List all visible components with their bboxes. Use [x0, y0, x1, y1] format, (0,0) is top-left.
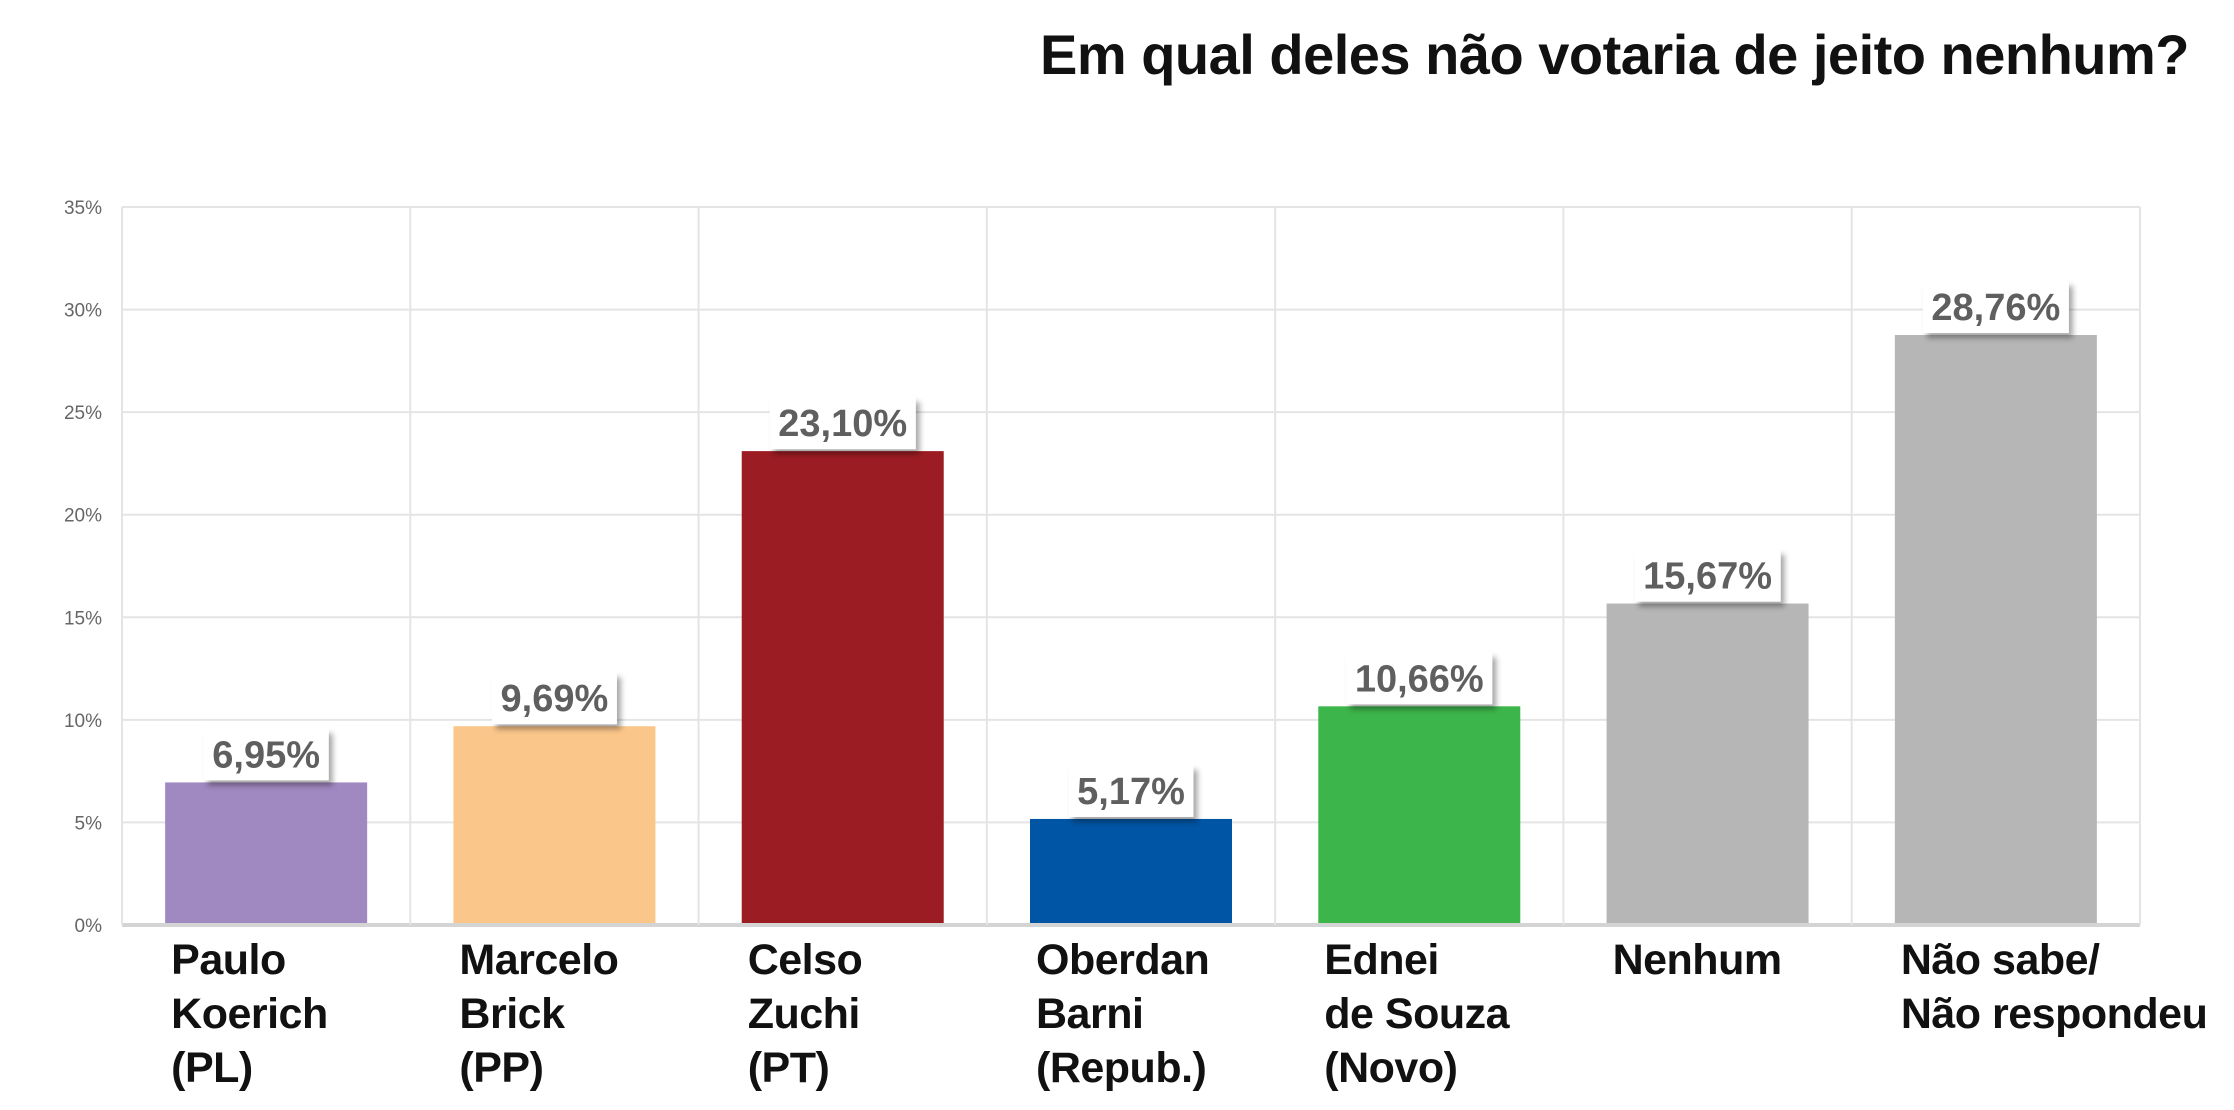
bar	[1894, 335, 2097, 923]
category-label: Paulo Koerich (PL)	[171, 933, 328, 1095]
category-label: Nenhum	[1612, 933, 1783, 987]
y-tick-label: 20%	[64, 506, 102, 527]
y-tick-label: 25%	[64, 403, 102, 424]
bar	[165, 782, 368, 923]
value-label-box	[491, 672, 617, 725]
category-label: Não sabe/Não respondeu	[1901, 933, 2208, 1041]
category-label-line: Barni	[1036, 990, 1144, 1038]
category-label-line: de Souza	[1324, 990, 1510, 1038]
value-label: 6,95%	[203, 728, 329, 781]
value-label-box	[1634, 549, 1781, 602]
category-label-line: Zuchi	[747, 990, 861, 1038]
bar	[1606, 603, 1809, 923]
category-label: Oberdan Barni (Repub.)	[1036, 933, 1210, 1095]
category-label-line: Não sabe/	[1900, 936, 2100, 984]
y-tick-label: 15%	[64, 608, 102, 629]
value-labels: 6,95% 9,69% 23,10% 5,17% 10,66% 15,67% 28,76%	[203, 281, 2069, 817]
value-label: 15,67%	[1634, 549, 1781, 602]
category-label-line: (PP)	[459, 1044, 544, 1092]
value-label-box	[1346, 652, 1493, 705]
value-label: 5,17%	[1068, 764, 1194, 817]
value-label: 9,69%	[491, 672, 617, 725]
bars	[165, 335, 2097, 923]
category-label-line: (Repub.)	[1036, 1044, 1207, 1092]
category-label-line: Brick	[459, 990, 565, 1038]
y-tick-label: 5%	[75, 813, 103, 834]
value-label-box	[1068, 764, 1194, 817]
category-label-line: Ednei	[1324, 936, 1439, 984]
y-tick-label: 0%	[75, 916, 103, 937]
value-label-box	[203, 728, 329, 781]
category-label-line: (PT)	[747, 1044, 830, 1092]
y-tick-label: 35%	[64, 198, 102, 219]
category-label-line: Nenhum	[1612, 936, 1783, 984]
value-label-text: 15,67%	[1643, 556, 1772, 598]
category-label: Celso Zuchi (PT)	[748, 933, 863, 1095]
category-label-line: Oberdan	[1036, 936, 1210, 984]
category-label-line: Não respondeu	[1900, 990, 2208, 1038]
value-label-text: 10,66%	[1355, 658, 1484, 700]
value-label-text: 28,76%	[1931, 287, 2060, 329]
y-tick-label: 10%	[64, 711, 102, 732]
y-tick-label: 30%	[64, 301, 102, 322]
value-label-text: 9,69%	[501, 678, 609, 720]
category-label-line: Koerich	[171, 990, 328, 1038]
grid-lines	[121, 206, 2141, 927]
value-label: 28,76%	[1922, 281, 2069, 334]
value-label-text: 23,10%	[778, 403, 907, 445]
value-label: 10,66%	[1346, 652, 1493, 705]
category-label: Marcelo Brick (PP)	[459, 933, 619, 1095]
category-label-line: Marcelo	[459, 936, 619, 984]
category-label-line: (PL)	[171, 1044, 253, 1092]
value-label-text: 5,17%	[1077, 771, 1185, 813]
value-label-box	[1922, 281, 2069, 334]
chart-title: Em qual deles não votaria de jeito nenhu…	[1040, 23, 2190, 86]
bar	[1030, 818, 1232, 923]
category-label-line: Celso	[747, 936, 863, 984]
value-label: 23,10%	[769, 397, 916, 450]
category-label-line: Paulo	[171, 936, 286, 984]
category-label: Ednei de Souza (Novo)	[1324, 933, 1509, 1095]
category-label-line: (Novo)	[1324, 1044, 1458, 1092]
value-label-text: 6,95%	[212, 734, 320, 776]
value-label-box	[769, 397, 916, 450]
y-axis-ticks: 0% 5% 10% 15% 20% 25% 30% 35%	[64, 198, 102, 937]
bar	[1318, 706, 1521, 923]
bar	[453, 726, 656, 923]
bar	[741, 451, 944, 923]
